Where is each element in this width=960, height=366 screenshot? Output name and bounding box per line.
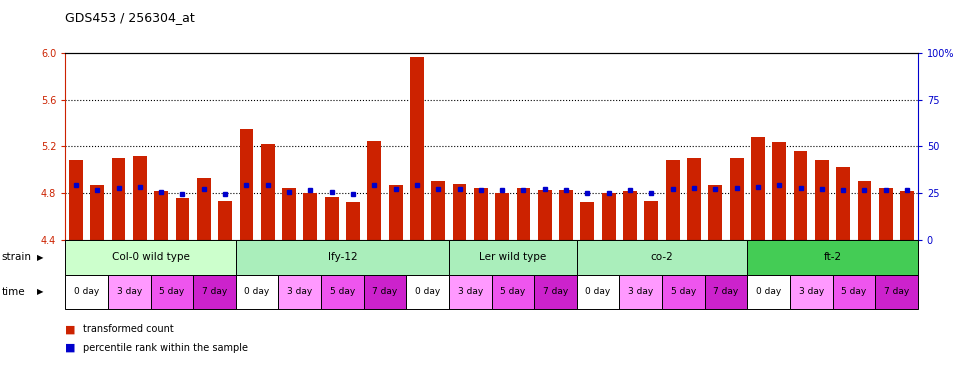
Text: 5 day: 5 day	[841, 287, 867, 296]
Text: 7 day: 7 day	[372, 287, 397, 296]
Bar	[900, 191, 914, 240]
Bar	[644, 201, 659, 240]
Bar	[516, 188, 531, 240]
Text: Col-0 wild type: Col-0 wild type	[111, 252, 189, 262]
Bar	[495, 193, 509, 240]
Bar	[452, 184, 467, 240]
Bar	[708, 185, 722, 240]
Bar	[239, 129, 253, 240]
Bar	[282, 188, 296, 240]
Text: 0 day: 0 day	[415, 287, 441, 296]
Text: 0 day: 0 day	[586, 287, 611, 296]
Text: ▶: ▶	[36, 287, 43, 296]
Bar	[132, 156, 147, 240]
Bar	[431, 182, 445, 240]
Bar	[111, 158, 126, 240]
Bar	[261, 144, 275, 240]
Text: 3 day: 3 day	[628, 287, 654, 296]
Text: 5 day: 5 day	[671, 287, 696, 296]
Text: ▶: ▶	[36, 253, 43, 262]
Bar	[602, 193, 615, 240]
Bar	[197, 178, 211, 240]
Bar	[176, 198, 189, 240]
Text: time: time	[2, 287, 26, 297]
Bar	[538, 190, 552, 240]
Bar	[581, 202, 594, 240]
Text: 7 day: 7 day	[542, 287, 568, 296]
Bar	[389, 185, 402, 240]
Text: lfy-12: lfy-12	[327, 252, 357, 262]
Bar	[751, 137, 765, 240]
Bar	[794, 151, 807, 240]
Bar	[346, 202, 360, 240]
Text: ft-2: ft-2	[824, 252, 842, 262]
Text: GDS453 / 256304_at: GDS453 / 256304_at	[65, 11, 195, 24]
Text: 5 day: 5 day	[500, 287, 525, 296]
Bar	[623, 191, 637, 240]
Text: 0 day: 0 day	[245, 287, 270, 296]
Text: 3 day: 3 day	[799, 287, 824, 296]
Bar	[410, 57, 424, 240]
Text: 0 day: 0 day	[74, 287, 99, 296]
Text: 5 day: 5 day	[159, 287, 184, 296]
Text: 3 day: 3 day	[287, 287, 312, 296]
Text: 3 day: 3 day	[458, 287, 483, 296]
Bar	[836, 167, 851, 240]
Text: ■: ■	[65, 343, 76, 353]
Bar	[665, 160, 680, 240]
Bar	[155, 191, 168, 240]
Bar	[218, 201, 232, 240]
Bar	[474, 188, 488, 240]
Bar	[69, 160, 83, 240]
Bar	[368, 141, 381, 240]
Bar	[857, 182, 872, 240]
Text: ■: ■	[65, 324, 76, 335]
Bar	[687, 158, 701, 240]
Bar	[878, 188, 893, 240]
Text: 7 day: 7 day	[713, 287, 738, 296]
Text: strain: strain	[2, 252, 32, 262]
Bar	[559, 190, 573, 240]
Bar	[303, 193, 318, 240]
Text: 0 day: 0 day	[756, 287, 781, 296]
Bar	[815, 160, 828, 240]
Text: 5 day: 5 day	[329, 287, 355, 296]
Bar	[90, 185, 105, 240]
Text: 3 day: 3 day	[116, 287, 142, 296]
Text: percentile rank within the sample: percentile rank within the sample	[83, 343, 248, 353]
Text: 7 day: 7 day	[202, 287, 228, 296]
Bar	[730, 158, 744, 240]
Text: transformed count: transformed count	[83, 324, 174, 335]
Bar	[772, 142, 786, 240]
Text: Ler wild type: Ler wild type	[479, 252, 546, 262]
Text: 7 day: 7 day	[884, 287, 909, 296]
Bar	[324, 197, 339, 240]
Text: co-2: co-2	[651, 252, 673, 262]
